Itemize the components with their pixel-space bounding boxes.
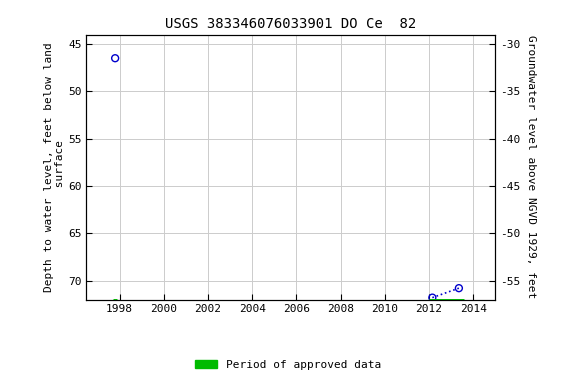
Legend: Period of approved data: Period of approved data xyxy=(191,356,385,375)
Y-axis label: Depth to water level, feet below land
 surface: Depth to water level, feet below land su… xyxy=(44,42,65,292)
Title: USGS 383346076033901 DO Ce  82: USGS 383346076033901 DO Ce 82 xyxy=(165,17,416,31)
Point xyxy=(428,295,437,301)
Point xyxy=(111,55,120,61)
Y-axis label: Groundwater level above NGVD 1929, feet: Groundwater level above NGVD 1929, feet xyxy=(526,35,536,299)
Point xyxy=(454,285,464,291)
